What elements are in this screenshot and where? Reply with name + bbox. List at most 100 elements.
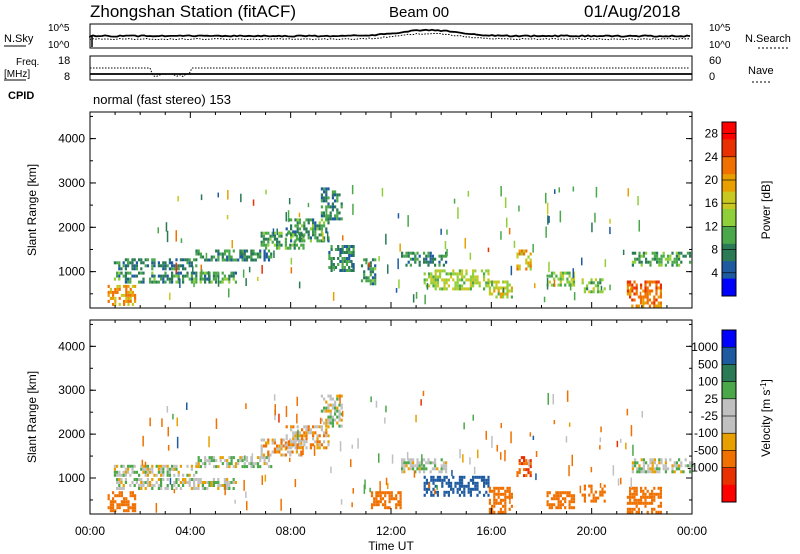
echo-cell <box>243 479 245 491</box>
echo-cell <box>303 440 306 444</box>
echo-cell <box>219 280 222 284</box>
echo-cell <box>469 278 472 282</box>
echo-cell <box>340 202 343 206</box>
echo-cell <box>447 284 450 288</box>
echo-cell <box>657 510 660 514</box>
echo-cell <box>502 510 505 514</box>
echo-cell <box>142 280 145 284</box>
echo-cell <box>305 425 308 429</box>
echo-cell <box>474 484 477 488</box>
echo-cell <box>458 484 461 488</box>
echo-cell <box>250 252 253 256</box>
echo-cell <box>177 267 180 271</box>
echo-cell <box>469 478 472 482</box>
echo-cell <box>312 221 315 225</box>
echo-cell <box>550 283 554 287</box>
echo-cell <box>197 484 200 487</box>
echo-cell <box>566 277 569 281</box>
echo-cell <box>407 215 409 227</box>
echo-cell <box>528 459 530 467</box>
echo-cell <box>659 486 662 490</box>
colorbar-segment <box>722 278 736 297</box>
date-label: 01/Aug/2018 <box>584 2 680 21</box>
echo-cell <box>469 287 472 291</box>
echo-cell <box>518 471 521 475</box>
echo-cell <box>129 299 132 303</box>
echo-cell <box>314 233 317 237</box>
echo-cell <box>318 434 321 438</box>
echo-cell <box>425 461 428 465</box>
echo-cell <box>499 486 502 490</box>
echo-cell <box>379 497 382 501</box>
echo-cell <box>146 258 149 262</box>
echo-cell <box>443 281 446 285</box>
echo-cell <box>127 506 130 510</box>
echo-cell <box>658 257 661 261</box>
echo-cell <box>591 222 593 233</box>
echo-cell <box>155 464 158 468</box>
echo-cell <box>689 464 692 468</box>
echo-cell <box>590 278 593 282</box>
echo-cell <box>201 277 204 281</box>
echo-cell <box>125 497 128 501</box>
echo-cell <box>262 231 265 235</box>
echo-cell <box>434 467 437 471</box>
echo-cell <box>566 271 569 275</box>
echo-cell <box>506 217 508 228</box>
echo-cell <box>508 486 511 490</box>
echo-cell <box>374 279 377 283</box>
echo-cell <box>261 475 263 485</box>
echo-cell <box>474 475 477 479</box>
echo-cell <box>133 478 136 481</box>
echo-cell <box>553 494 556 498</box>
echo-cell <box>146 470 149 474</box>
echo-cell <box>135 261 138 265</box>
echo-cell <box>646 286 649 290</box>
echo-cell <box>485 481 488 485</box>
echo-cell <box>320 230 323 234</box>
echo-cell <box>572 283 576 287</box>
echo-cell <box>107 290 110 294</box>
echo-cell <box>210 459 213 463</box>
echo-cell <box>307 202 310 208</box>
echo-cell <box>325 187 328 191</box>
echo-cell <box>645 251 648 255</box>
x-tick-label: 00:00 <box>75 524 105 538</box>
echo-cell <box>201 484 204 487</box>
echo-cell <box>588 484 591 488</box>
echo-cell <box>432 275 435 279</box>
echo-cell <box>232 271 235 275</box>
echo-cell <box>423 467 426 471</box>
echo-cell <box>122 484 125 487</box>
echo-cell <box>352 203 354 215</box>
echo-cell <box>525 462 528 466</box>
echo-cell <box>169 477 172 485</box>
echo-cell <box>423 257 426 261</box>
echo-cell <box>561 271 565 275</box>
echo-cell <box>629 486 632 490</box>
echo-cell <box>228 280 231 284</box>
colorbar-tick-label: 4 <box>711 266 718 280</box>
echo-cell <box>323 239 326 243</box>
echo-cell <box>626 289 629 293</box>
echo-cell <box>456 281 459 285</box>
echo-cell <box>175 467 178 471</box>
echo-cell <box>626 507 629 511</box>
echo-cell <box>645 257 648 261</box>
echo-cell <box>504 501 507 505</box>
echo-cell <box>157 264 160 268</box>
echo-cell <box>609 226 611 235</box>
echo-cell <box>637 501 640 505</box>
echo-cell <box>285 446 288 450</box>
echo-cell <box>263 462 266 466</box>
echo-cell <box>485 430 487 440</box>
echo-cell <box>123 503 126 507</box>
echo-cell <box>633 507 636 511</box>
echo-cell <box>122 487 125 490</box>
echo-cell <box>352 263 355 266</box>
echo-cell <box>463 287 466 291</box>
echo-cell <box>140 467 143 471</box>
echo-cell <box>651 489 654 493</box>
echo-cell <box>384 417 386 424</box>
echo-cell <box>114 299 117 303</box>
